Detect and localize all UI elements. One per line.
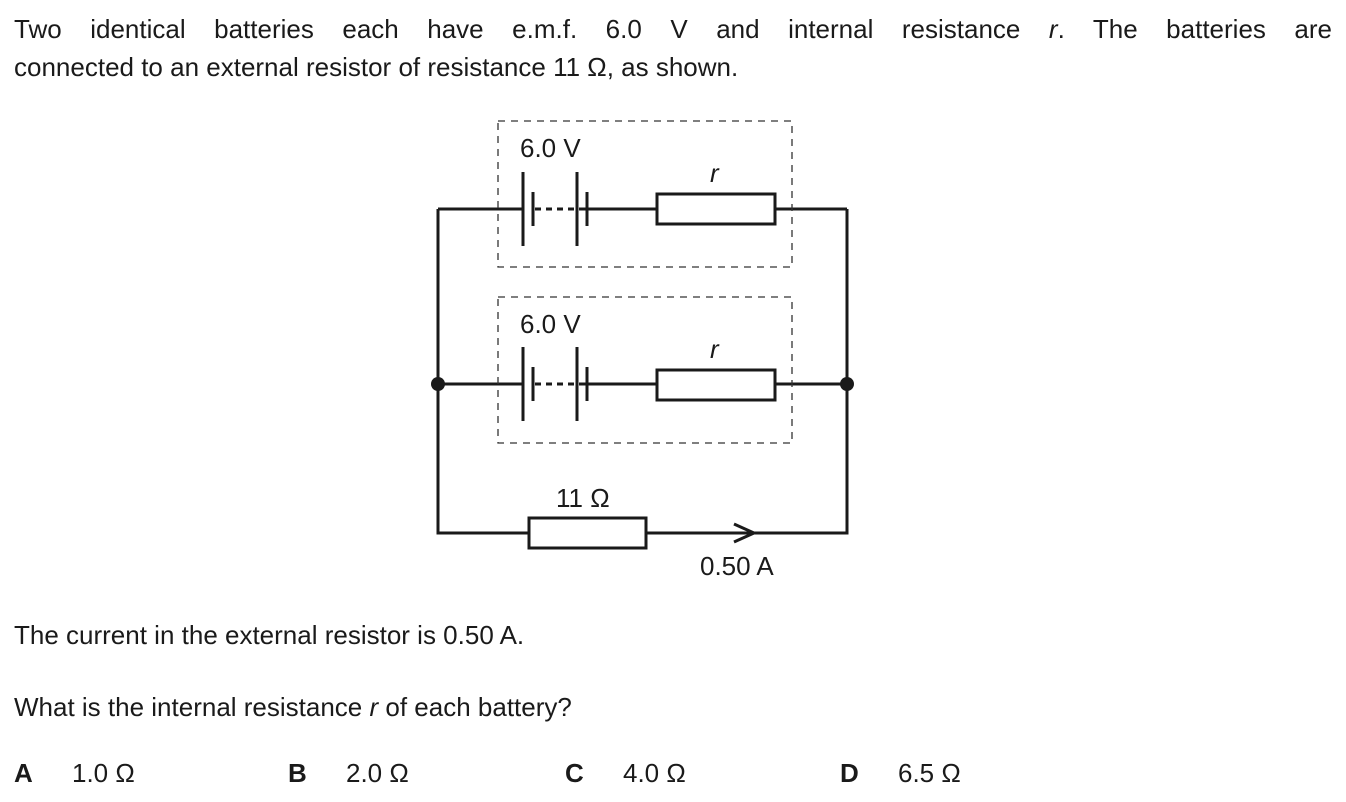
option-value: 2.0 Ω <box>346 758 409 788</box>
external-resistance-label: 11 Ω <box>556 483 610 513</box>
option-c[interactable]: C 4.0 Ω <box>565 758 686 789</box>
option-b[interactable]: B 2.0 Ω <box>288 758 409 789</box>
external-resistor <box>527 516 648 550</box>
option-value: 6.5 Ω <box>898 758 961 788</box>
option-letter: C <box>565 758 584 788</box>
current-arrow <box>733 522 758 544</box>
intro-line-2: connected to an external resistor of res… <box>14 52 739 82</box>
option-a[interactable]: A 1.0 Ω <box>14 758 135 789</box>
battery-box-bottom <box>497 296 793 444</box>
wire-right <box>646 209 849 535</box>
question-prompt: What is the internal resistance r of eac… <box>14 692 572 722</box>
junction-left <box>431 377 445 391</box>
internal-resistor-bottom <box>655 368 777 402</box>
junction-right <box>840 377 854 391</box>
option-letter: D <box>840 758 859 788</box>
circuit-diagram: 6.0 V r 6.0 V r 11 Ω 0.50 A <box>431 120 854 581</box>
internal-resistor-top <box>655 192 777 226</box>
battery-box-top <box>497 120 793 268</box>
current-label: 0.50 A <box>700 551 774 581</box>
intro-line-1: Two identical batteries each have e.m.f.… <box>14 14 1333 44</box>
answer-options: A 1.0 Ω B 2.0 Ω C 4.0 Ω D 6.5 Ω <box>14 758 1114 798</box>
option-value: 4.0 Ω <box>623 758 686 788</box>
question-intro: Two identical batteries each have e.m.f.… <box>14 10 1332 86</box>
option-letter: A <box>14 758 33 788</box>
option-letter: B <box>288 758 307 788</box>
question-statement: The current in the external resistor is … <box>14 620 525 650</box>
emf-label-top: 6.0 V <box>520 133 581 163</box>
internal-resistance-label-top: r <box>710 158 720 188</box>
option-d[interactable]: D 6.5 Ω <box>840 758 961 789</box>
emf-label-bottom: 6.0 V <box>520 309 581 339</box>
wire-left <box>436 209 529 535</box>
internal-resistance-label-bottom: r <box>710 334 720 364</box>
option-value: 1.0 Ω <box>72 758 135 788</box>
